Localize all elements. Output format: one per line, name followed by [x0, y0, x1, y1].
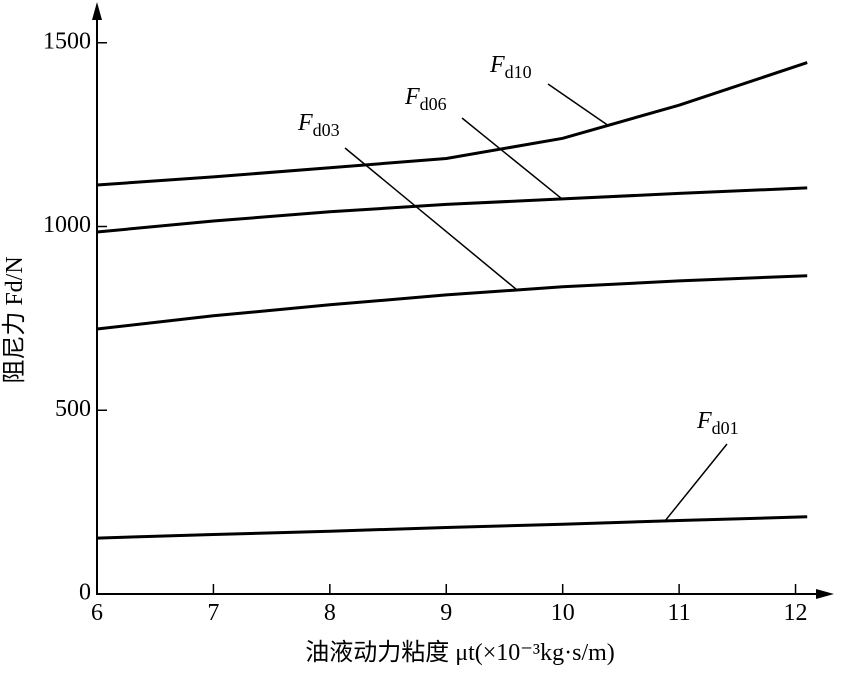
leader-line — [664, 443, 728, 522]
series-line — [96, 186, 808, 234]
y-axis-label: 阻尼力 Fd/N — [1, 256, 28, 383]
x-tick-label: 7 — [207, 600, 219, 626]
x-tick-label: 9 — [440, 600, 452, 626]
y-tick-label: 1500 — [43, 28, 91, 54]
leader-line — [461, 117, 563, 200]
leader-line — [344, 147, 518, 291]
series-line — [96, 274, 808, 331]
y-tick-label: 1000 — [43, 212, 91, 238]
y-tick-label: 500 — [55, 396, 91, 422]
x-tick-label: 11 — [668, 600, 691, 626]
series-label: Fd03 — [297, 110, 340, 140]
x-axis-label: 油液动力粘度 μt(×10⁻³kg·s/m) — [305, 639, 615, 666]
x-tick-label: 12 — [784, 600, 808, 626]
x-tick-label: 8 — [324, 600, 336, 626]
y-axis-arrow — [92, 2, 102, 20]
x-tick-label: 10 — [551, 600, 575, 626]
series-label: Fd10 — [489, 52, 532, 82]
x-axis-arrow — [816, 589, 834, 599]
series-line — [96, 515, 808, 540]
series-label: Fd06 — [404, 84, 447, 114]
series-label: Fd01 — [696, 408, 739, 438]
x-tick-label: 6 — [91, 600, 103, 626]
series-line — [96, 61, 808, 187]
y-tick-label: 0 — [79, 580, 91, 606]
leader-line — [547, 83, 609, 127]
